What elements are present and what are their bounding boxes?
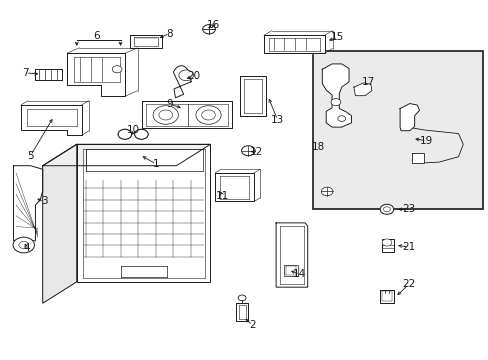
Text: 11: 11 (216, 191, 229, 201)
Circle shape (19, 242, 29, 249)
Circle shape (153, 106, 178, 124)
Circle shape (330, 99, 340, 106)
Polygon shape (276, 223, 307, 287)
Text: 9: 9 (166, 99, 173, 109)
Text: 12: 12 (249, 147, 262, 157)
Polygon shape (411, 153, 424, 163)
Circle shape (241, 146, 255, 156)
Polygon shape (322, 64, 351, 127)
Text: 8: 8 (166, 28, 173, 39)
Circle shape (337, 116, 345, 121)
Text: 22: 22 (402, 279, 415, 289)
Text: 16: 16 (207, 19, 220, 30)
Polygon shape (42, 144, 210, 166)
Polygon shape (35, 69, 62, 80)
Bar (381, 239, 393, 252)
Circle shape (381, 239, 391, 246)
Text: 4: 4 (23, 243, 30, 253)
Text: 1: 1 (152, 159, 159, 169)
Polygon shape (264, 35, 324, 53)
Polygon shape (14, 166, 42, 241)
Circle shape (379, 204, 393, 214)
Circle shape (118, 129, 131, 139)
Text: 2: 2 (248, 320, 255, 330)
Text: 17: 17 (361, 77, 374, 87)
Text: 10: 10 (127, 125, 140, 135)
Circle shape (238, 295, 245, 301)
Text: 14: 14 (293, 269, 306, 279)
Polygon shape (130, 35, 162, 48)
Circle shape (179, 70, 193, 81)
Circle shape (202, 24, 215, 34)
Circle shape (13, 237, 34, 253)
Text: 7: 7 (22, 68, 29, 78)
Circle shape (201, 110, 215, 120)
Polygon shape (77, 144, 210, 282)
Circle shape (321, 187, 332, 196)
Text: 21: 21 (402, 242, 415, 252)
Polygon shape (236, 303, 248, 321)
Polygon shape (173, 66, 191, 98)
Polygon shape (399, 104, 419, 131)
Polygon shape (67, 53, 125, 96)
Text: 6: 6 (93, 31, 100, 41)
Text: 15: 15 (330, 32, 344, 42)
Polygon shape (353, 83, 371, 96)
Circle shape (112, 66, 122, 73)
Text: 23: 23 (402, 204, 415, 214)
Polygon shape (215, 173, 254, 202)
Text: 3: 3 (41, 197, 47, 206)
Polygon shape (379, 290, 393, 303)
Polygon shape (239, 76, 266, 116)
Circle shape (159, 110, 172, 120)
Text: 5: 5 (27, 151, 34, 161)
Bar (284, 265, 297, 276)
Circle shape (134, 129, 148, 139)
Circle shape (196, 106, 221, 124)
Text: 20: 20 (186, 71, 200, 81)
Circle shape (383, 207, 389, 212)
Polygon shape (142, 102, 232, 128)
Text: 19: 19 (419, 136, 432, 146)
Polygon shape (86, 149, 203, 171)
Bar (312, 51, 482, 208)
Polygon shape (21, 105, 81, 135)
Text: 13: 13 (270, 115, 284, 125)
Polygon shape (42, 144, 77, 303)
Text: 18: 18 (311, 142, 325, 152)
